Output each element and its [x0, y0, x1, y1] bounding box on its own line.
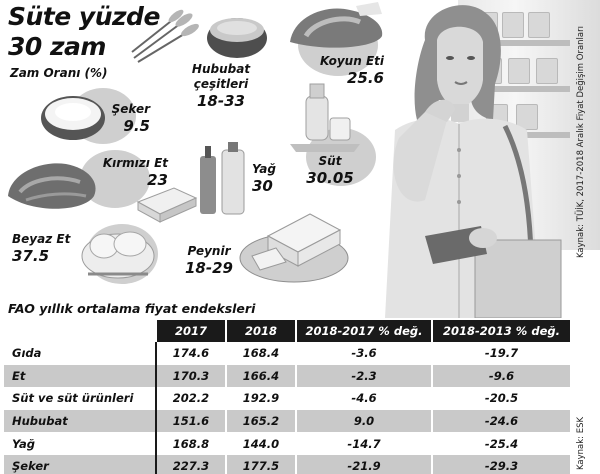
- table-cell: 144.0: [225, 432, 296, 455]
- table-cell: 9.0: [295, 409, 432, 433]
- table-cell: 174.6: [155, 342, 226, 365]
- source-note-bottom: Kaynak: ESK: [576, 416, 586, 470]
- shelf-product: [516, 104, 538, 130]
- item-lamb: Koyun Eti 25.6: [312, 54, 384, 87]
- grain-bowl-icon: [206, 12, 268, 60]
- shelf: [462, 86, 570, 92]
- item-name: Koyun Eti: [319, 54, 384, 68]
- cheese-icon: [238, 200, 350, 284]
- table-cell: -2.3: [295, 364, 432, 388]
- headline-line2: 30 zam: [8, 32, 106, 61]
- table-row: Gıda 174.6 168.4 -3.6 -19.7: [4, 342, 570, 365]
- table-row: Hububat 151.6 165.2 9.0 -24.6: [4, 409, 570, 433]
- item-value: 18-33: [197, 92, 245, 110]
- row-label: Hububat: [4, 409, 156, 433]
- oil-bottles-icon: [196, 142, 252, 216]
- table-cell: -21.9: [295, 454, 432, 474]
- butter-icon: [134, 184, 200, 224]
- item-chicken: Beyaz Et 37.5: [12, 232, 82, 265]
- sugar-bowl-icon: [40, 92, 106, 142]
- subheadline: Zam Oranı (%): [10, 66, 108, 80]
- item-name: Beyaz Et: [12, 232, 71, 246]
- table-cell: -20.5: [431, 387, 570, 410]
- wheat-icon: [128, 8, 202, 64]
- fao-price-table: 2017 2018 2018-2017 % değ. 2018-2013 % d…: [4, 320, 570, 474]
- table-row: Süt ve süt ürünleri 202.2 192.9 -4.6 -20…: [4, 387, 570, 410]
- table-header-cell: 2018-2017 % değ.: [295, 320, 432, 342]
- fao-table-title: FAO yıllık ortalama fiyat endeksleri: [8, 301, 256, 316]
- item-oil: Yağ 30: [252, 162, 292, 195]
- headline: Süte yüzde 30 zam: [8, 2, 160, 62]
- item-name: Peynir: [187, 244, 231, 258]
- table-cell: -4.6: [295, 387, 432, 410]
- item-name: Şeker: [111, 102, 150, 116]
- shelf-product: [502, 12, 524, 38]
- shelf-product: [508, 58, 530, 84]
- row-label: Yağ: [4, 432, 156, 455]
- table-header-cell: [4, 320, 156, 342]
- table-cell: 165.2: [225, 409, 296, 433]
- row-label: Süt ve süt ürünleri: [4, 387, 156, 410]
- item-red-meat: Kırmızı Et 23: [88, 156, 168, 189]
- table-cell: -29.3: [431, 454, 570, 474]
- table-cell: 177.5: [225, 454, 296, 474]
- milk-icon: [290, 82, 360, 154]
- item-name-line1: Hububat: [191, 62, 251, 76]
- woman-shopper-photo: [355, 0, 570, 318]
- row-label: Şeker: [4, 454, 156, 474]
- item-value: 30.05: [306, 169, 354, 187]
- row-label: Et: [4, 364, 156, 388]
- item-name: Süt: [318, 154, 342, 168]
- headline-line1: Süte yüzde: [8, 2, 160, 31]
- item-milk: Süt 30.05: [302, 154, 358, 187]
- table-cell: -9.6: [431, 364, 570, 388]
- table-cell: -25.4: [431, 432, 570, 455]
- table-row: Et 170.3 166.4 -2.3 -9.6: [4, 364, 570, 388]
- table-row: Yağ 168.8 144.0 -14.7 -25.4: [4, 432, 570, 455]
- item-name-line2: çeşitleri: [193, 77, 249, 91]
- table-row: Şeker 227.3 177.5 -21.9 -29.3: [4, 454, 570, 474]
- table-header-cell: 2018: [225, 320, 296, 342]
- item-cheese: Peynir 18-29: [178, 244, 240, 277]
- red-meat-icon: [4, 158, 100, 214]
- lamb-meat-icon: [286, 2, 386, 52]
- table-cell: 192.9: [225, 387, 296, 410]
- item-name: Yağ: [252, 162, 276, 176]
- item-grains: Hububat çeşitleri 18-33: [182, 62, 260, 110]
- shelf-product: [528, 12, 550, 38]
- table-cell: -14.7: [295, 432, 432, 455]
- chicken-icon: [78, 216, 158, 282]
- shelf-product: [536, 58, 558, 84]
- table-cell: -24.6: [431, 409, 570, 433]
- table-cell: 168.8: [155, 432, 226, 455]
- item-value: 25.6: [346, 69, 384, 87]
- item-value: 23: [147, 171, 168, 189]
- item-value: 18-29: [185, 259, 233, 277]
- table-cell: -3.6: [295, 342, 432, 365]
- item-sugar: Şeker 9.5: [106, 102, 150, 135]
- table-cell: 227.3: [155, 454, 226, 474]
- table-cell: 170.3: [155, 364, 226, 388]
- table-cell: 168.4: [225, 342, 296, 365]
- table-cell: -19.7: [431, 342, 570, 365]
- table-header-cell: 2017: [155, 320, 226, 342]
- shelf: [462, 40, 570, 46]
- table-cell: 166.4: [225, 364, 296, 388]
- table-header-cell: 2018-2013 % değ.: [431, 320, 570, 342]
- item-name: Kırmızı Et: [102, 156, 168, 170]
- table-cell: 151.6: [155, 409, 226, 433]
- item-value: 9.5: [123, 117, 150, 135]
- table-cell: 202.2: [155, 387, 226, 410]
- source-note-top: Kaynak: TÜİK, 2017-2018 Aralık Fiyat Değ…: [576, 26, 586, 258]
- item-value: 37.5: [12, 247, 50, 265]
- table-header-row: 2017 2018 2018-2017 % değ. 2018-2013 % d…: [4, 320, 570, 342]
- item-value: 30: [252, 177, 273, 195]
- row-label: Gıda: [4, 342, 156, 365]
